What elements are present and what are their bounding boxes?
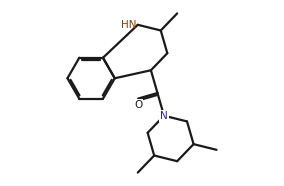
Text: N: N xyxy=(160,111,168,121)
Text: O: O xyxy=(134,100,142,110)
Text: HN: HN xyxy=(121,20,137,30)
